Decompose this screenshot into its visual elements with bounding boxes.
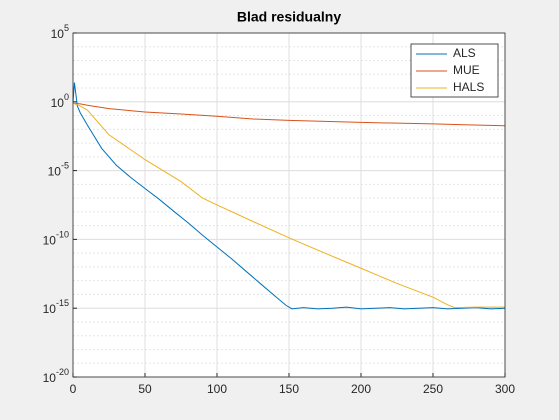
series-line bbox=[72, 82, 506, 310]
y-tick-label: 10-10 bbox=[43, 230, 69, 248]
legend-label: HALS bbox=[453, 80, 484, 94]
y-tick-label: 10-5 bbox=[48, 161, 69, 179]
chart-title: Blad residualny bbox=[237, 9, 341, 25]
x-tick-label: 200 bbox=[351, 382, 371, 396]
axes-box bbox=[72, 32, 506, 378]
x-tick-label: 100 bbox=[207, 382, 227, 396]
legend-label: MUE bbox=[453, 63, 480, 77]
series-line bbox=[72, 102, 506, 127]
x-tick-label: 300 bbox=[495, 382, 515, 396]
y-tick-label: 100 bbox=[51, 92, 69, 110]
series-line bbox=[72, 102, 505, 309]
x-tick-label: 250 bbox=[423, 382, 443, 396]
legend-label: ALS bbox=[453, 46, 476, 60]
x-tick-label: 0 bbox=[70, 382, 77, 396]
y-tick-label: 10-20 bbox=[43, 367, 69, 385]
y-tick-label: 10-15 bbox=[43, 299, 69, 317]
x-tick-label: 50 bbox=[138, 382, 152, 396]
y-tick-label: 105 bbox=[51, 23, 69, 41]
x-tick-label: 150 bbox=[279, 382, 299, 396]
